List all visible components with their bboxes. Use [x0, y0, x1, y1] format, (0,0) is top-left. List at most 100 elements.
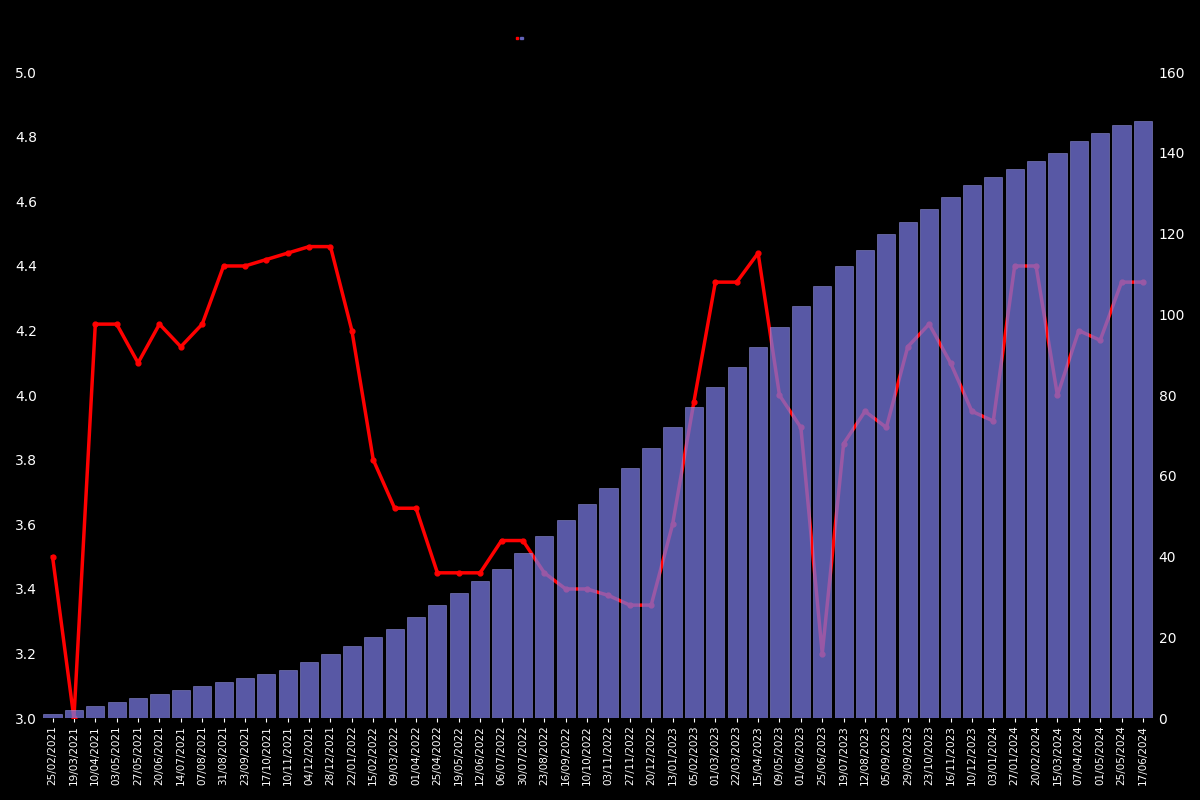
Point — [812, 647, 832, 660]
Bar — [578, 504, 596, 718]
Point — [300, 240, 319, 253]
Bar — [749, 346, 767, 718]
Bar — [1049, 153, 1067, 718]
Point — [407, 502, 426, 514]
Point — [364, 454, 383, 466]
Bar — [65, 710, 83, 718]
Point — [642, 598, 661, 611]
Bar — [514, 553, 532, 718]
Bar — [899, 222, 917, 718]
Point — [449, 566, 468, 579]
Bar — [599, 488, 618, 718]
Point — [834, 438, 853, 450]
Bar — [86, 706, 104, 718]
Point — [214, 259, 233, 272]
Bar — [364, 638, 383, 718]
Point — [877, 421, 896, 434]
Bar — [685, 407, 703, 718]
Bar — [492, 569, 511, 718]
Bar — [450, 593, 468, 718]
Point — [492, 534, 511, 547]
Point — [65, 712, 84, 725]
Point — [919, 318, 938, 330]
Point — [684, 395, 703, 408]
Bar — [43, 714, 61, 718]
Bar — [1069, 141, 1088, 718]
Point — [898, 340, 917, 353]
Point — [556, 582, 575, 595]
Point — [706, 276, 725, 289]
Bar — [1091, 133, 1109, 718]
Point — [514, 534, 533, 547]
Bar — [300, 662, 318, 718]
Point — [941, 357, 960, 370]
Point — [1026, 259, 1045, 272]
Bar — [1112, 125, 1130, 718]
Bar — [792, 306, 810, 718]
Point — [856, 405, 875, 418]
Bar — [620, 468, 638, 718]
Bar — [942, 198, 960, 718]
Point — [1048, 389, 1067, 402]
Bar — [664, 427, 682, 718]
Bar — [920, 210, 938, 718]
Point — [43, 550, 62, 563]
Point — [278, 246, 298, 259]
Bar — [108, 702, 126, 718]
Point — [984, 414, 1003, 427]
Point — [320, 240, 340, 253]
Point — [85, 318, 104, 330]
Point — [342, 324, 361, 337]
Bar — [642, 448, 660, 718]
Point — [1091, 334, 1110, 346]
Bar — [150, 694, 168, 718]
Bar — [962, 186, 980, 718]
Bar — [535, 537, 553, 718]
Bar — [385, 630, 403, 718]
Bar — [172, 690, 190, 718]
Bar — [984, 177, 1002, 718]
Point — [150, 318, 169, 330]
Bar — [770, 326, 788, 718]
Point — [235, 259, 254, 272]
Bar — [1006, 169, 1024, 718]
Bar — [215, 682, 233, 718]
Bar — [322, 654, 340, 718]
Point — [599, 589, 618, 602]
Point — [172, 340, 191, 353]
Bar — [707, 387, 725, 718]
Point — [577, 582, 596, 595]
Point — [257, 253, 276, 266]
Point — [791, 421, 810, 434]
Point — [470, 566, 490, 579]
Point — [535, 566, 554, 579]
Point — [128, 357, 148, 370]
Bar — [193, 686, 211, 718]
Bar — [1027, 161, 1045, 718]
Bar — [428, 605, 446, 718]
Point — [1112, 276, 1132, 289]
Bar — [343, 646, 361, 718]
Legend: , : , — [516, 38, 524, 39]
Point — [193, 318, 212, 330]
Point — [385, 502, 404, 514]
Bar — [834, 266, 853, 718]
Bar — [856, 250, 874, 718]
Bar — [1134, 121, 1152, 718]
Bar — [472, 581, 490, 718]
Point — [427, 566, 446, 579]
Point — [107, 318, 126, 330]
Bar — [278, 670, 296, 718]
Point — [727, 276, 746, 289]
Point — [962, 405, 982, 418]
Bar — [727, 367, 746, 718]
Bar — [877, 234, 895, 718]
Bar — [557, 520, 575, 718]
Point — [662, 518, 682, 530]
Point — [620, 598, 640, 611]
Bar — [236, 678, 254, 718]
Bar — [814, 286, 832, 718]
Bar — [257, 674, 276, 718]
Point — [1133, 276, 1152, 289]
Bar — [407, 618, 425, 718]
